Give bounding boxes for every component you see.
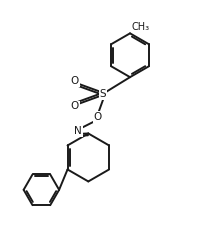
Text: O: O — [94, 112, 102, 122]
Text: S: S — [100, 89, 106, 99]
Text: N: N — [74, 126, 82, 136]
Text: CH₃: CH₃ — [131, 22, 149, 32]
Text: O: O — [71, 101, 79, 111]
Text: O: O — [71, 76, 79, 86]
